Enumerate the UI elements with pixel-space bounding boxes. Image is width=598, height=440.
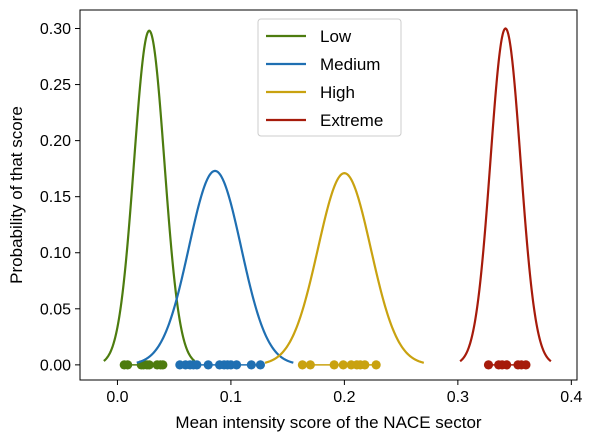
- y-tick-label: 0.15: [40, 189, 71, 206]
- data-point-high: [360, 360, 370, 370]
- data-point-low: [144, 360, 154, 370]
- data-point-medium: [192, 360, 202, 370]
- y-tick-label: 0.20: [40, 133, 71, 150]
- data-point-high: [297, 360, 308, 370]
- density-curve-extreme: [459, 27, 552, 363]
- data-point-high: [338, 360, 348, 370]
- y-tick-label: 0.00: [40, 357, 71, 374]
- y-tick-label: 0.05: [40, 301, 71, 318]
- density-curve-high: [264, 172, 425, 364]
- x-axis-label: Mean intensity score of the NACE sector: [175, 413, 481, 432]
- data-point-medium: [203, 360, 213, 370]
- data-point-medium: [231, 360, 242, 370]
- plot-frame: [79, 9, 578, 381]
- x-tick-label: 0.4: [560, 389, 582, 406]
- legend-label-medium: Medium: [320, 55, 380, 74]
- density-curve-medium: [136, 169, 294, 364]
- data-point-low: [123, 360, 133, 370]
- data-point-extreme: [502, 360, 512, 370]
- series-layer: [103, 27, 552, 370]
- series-low: [103, 29, 196, 370]
- data-point-high: [329, 360, 339, 370]
- y-tick-label: 0.30: [40, 21, 71, 38]
- data-point-medium: [255, 360, 266, 370]
- x-tick-label: 0.1: [220, 389, 242, 406]
- y-tick-label: 0.25: [40, 77, 71, 94]
- data-point-high: [305, 360, 315, 370]
- data-point-low: [158, 360, 168, 370]
- series-extreme: [459, 27, 552, 370]
- legend-label-extreme: Extreme: [320, 111, 383, 130]
- data-point-medium: [246, 360, 256, 370]
- x-tick-label: 0.0: [106, 389, 128, 406]
- series-high: [264, 172, 425, 370]
- legend-label-low: Low: [320, 27, 352, 46]
- data-point-extreme: [483, 360, 494, 370]
- x-tick-label: 0.2: [333, 389, 355, 406]
- axis-ticks: 0.0 0.1 0.2 0.3 0.4 0.00 0.05 0.10 0.15 0.20 0.25 0…: [40, 21, 583, 406]
- legend-box: [257, 18, 402, 137]
- y-tick-label: 0.10: [40, 245, 71, 262]
- legend: Low Medium High Extreme: [257, 18, 402, 137]
- legend-label-high: High: [320, 83, 355, 102]
- x-tick-label: 0.3: [447, 389, 469, 406]
- data-point-extreme: [521, 360, 531, 370]
- series-medium: [136, 169, 294, 370]
- density-curve-low: [103, 29, 196, 362]
- y-axis-label: Probability of that score: [7, 106, 26, 284]
- data-point-high: [371, 360, 381, 370]
